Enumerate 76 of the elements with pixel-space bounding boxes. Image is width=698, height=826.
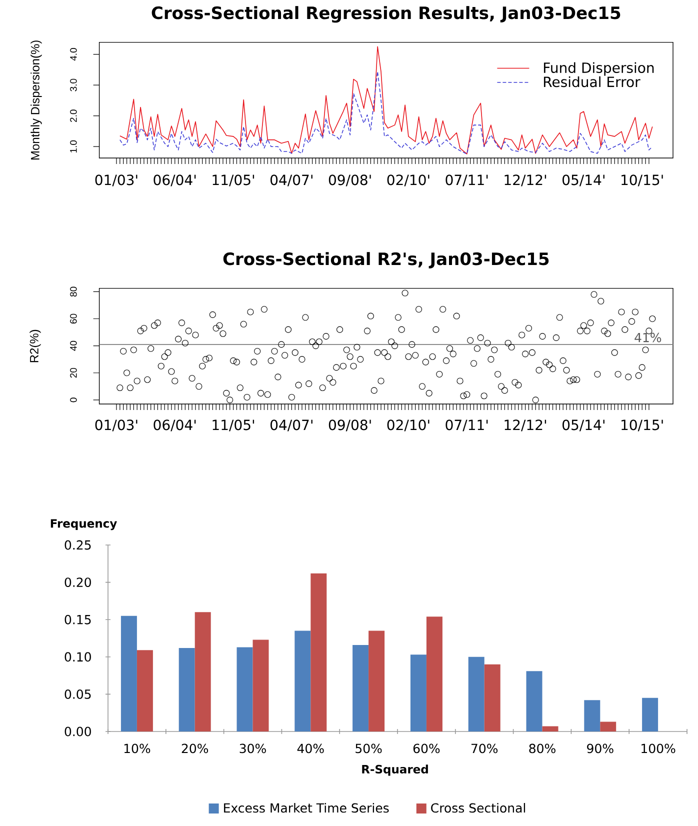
x-tick-label: 30% — [240, 744, 266, 754]
bar — [468, 656, 484, 732]
bar — [600, 722, 616, 732]
y-tick-label: 4.0 — [70, 48, 77, 61]
y-axis-title: Monthly Dispersion(%) — [30, 40, 42, 160]
x-tick-label: 01/03' — [95, 420, 138, 432]
x-tick-label: 12/12' — [504, 420, 546, 432]
legend-label: Excess Market Time Series — [224, 802, 389, 813]
x-tick-label: 20% — [182, 744, 208, 754]
x-axis-title: R-Squared — [362, 764, 428, 776]
y-tick-label: 0.00 — [64, 726, 91, 736]
y-tick-label: 0.20 — [64, 578, 91, 588]
x-tick-label: 10% — [124, 744, 150, 754]
y-tick-label: 3.0 — [70, 78, 77, 92]
bar — [252, 640, 269, 732]
x-tick-label: 09/08' — [328, 420, 371, 432]
bar — [526, 671, 542, 732]
x-tick-label: 05/14' — [562, 174, 604, 186]
x-tick-label: 50% — [356, 744, 382, 754]
x-tick-label: 11/05' — [212, 174, 254, 186]
y-tick-label: 40 — [70, 340, 77, 351]
y-tick-label: 60 — [70, 314, 77, 324]
x-tick-label: 100% — [642, 744, 676, 754]
y-tick-label: 20 — [70, 368, 77, 378]
x-tick-label: 02/10' — [387, 174, 430, 186]
x-tick-label: 06/04' — [154, 420, 196, 432]
bar — [178, 648, 195, 732]
x-tick-label: 10/15' — [622, 174, 663, 186]
bar — [120, 616, 137, 732]
x-tick-label: 04/07' — [270, 174, 312, 186]
legend-label: Residual Error — [544, 76, 640, 88]
legend-label: Cross Sectional — [431, 802, 526, 813]
x-tick-label: 09/08' — [328, 174, 371, 186]
bar — [294, 630, 311, 732]
bar — [310, 573, 327, 732]
x-tick-label: 06/04' — [154, 174, 196, 186]
bar — [584, 700, 600, 732]
bar — [642, 698, 658, 732]
y-axis-title: Frequency — [50, 519, 117, 530]
bar — [426, 616, 442, 732]
chart-title: Cross-Sectional Regression Results, Jan03-Dec15 — [152, 6, 620, 23]
y-axis-title: R2(%) — [30, 330, 41, 362]
bar — [194, 612, 211, 732]
bar — [136, 650, 153, 732]
bar — [352, 644, 369, 732]
x-tick-label: 02/10' — [387, 420, 430, 432]
x-tick-label: 60% — [413, 744, 440, 754]
line-series — [120, 46, 653, 154]
y-tick-label: 0.25 — [64, 540, 91, 550]
x-tick-label: 80% — [529, 744, 556, 754]
bar — [484, 664, 500, 732]
bar — [410, 654, 426, 732]
y-tick-label: 0.10 — [64, 652, 91, 662]
y-tick-label: 0.15 — [64, 614, 91, 624]
x-tick-label: 12/12' — [504, 174, 546, 186]
ref-line-label: 41% — [634, 332, 662, 342]
bar — [542, 726, 558, 732]
x-tick-label: 05/14' — [562, 420, 604, 432]
y-tick-label: 2.0 — [70, 110, 77, 122]
y-tick-label: 1.0 — [70, 140, 77, 152]
x-tick-label: 40% — [297, 744, 324, 754]
x-tick-label: 07/11' — [446, 420, 488, 432]
x-tick-label: 04/07' — [270, 420, 312, 432]
x-tick-label: 70% — [471, 744, 498, 754]
bar — [368, 630, 385, 732]
x-tick-label: 11/05' — [212, 420, 254, 432]
x-tick-label: 01/03' — [95, 174, 138, 186]
y-tick-label: 80 — [70, 286, 77, 297]
y-tick-label: 0.05 — [64, 689, 91, 699]
y-tick-label: 0 — [70, 398, 77, 402]
chart-title: Cross-Sectional R2's, Jan03-Dec15 — [223, 252, 549, 268]
bar — [236, 647, 253, 732]
legend-label: Fund Dispersion — [544, 62, 654, 76]
x-tick-label: 10/15' — [622, 420, 663, 432]
x-tick-label: 07/11' — [446, 174, 488, 186]
x-tick-label: 90% — [587, 744, 614, 754]
